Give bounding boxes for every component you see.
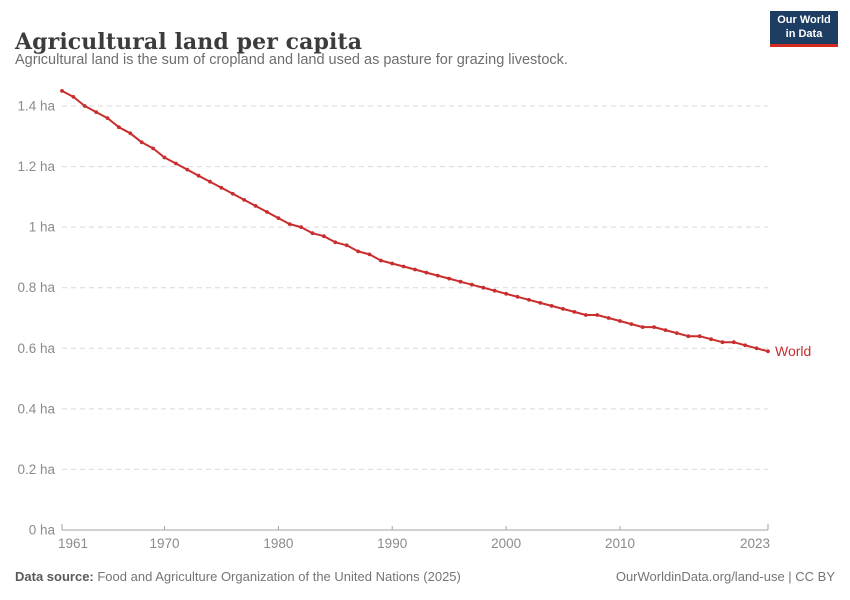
x-tick-label: 2000 [491,536,521,551]
data-source-label: Data source: [15,569,94,584]
data-point [538,301,543,305]
data-point [675,331,679,335]
data-point [299,225,303,230]
data-point [481,285,486,290]
data-point [333,240,338,245]
x-tick-label: 1970 [149,536,179,551]
y-axis-labels: 0 ha 0.2 ha 0.4 ha 0.6 ha 0.8 ha 1 ha 1.2 ha 1.… [17,99,55,538]
data-point [117,125,121,130]
data-point [697,334,702,339]
y-tick-label: 0 ha [29,523,56,538]
data-point [82,104,87,108]
data-point [265,210,269,214]
data-point [606,316,611,320]
data-source-note: Data source: Food and Agriculture Organi… [15,569,461,584]
data-point [71,95,76,99]
data-point [242,198,247,202]
data-point [367,252,372,257]
data-point [447,276,452,281]
y-tick-label: 1.2 ha [17,159,55,174]
y-tick-label: 0.2 ha [17,462,55,477]
data-point [287,222,292,227]
data-point [686,334,691,339]
data-point [731,340,736,345]
data-point [720,340,725,345]
data-point [185,167,190,172]
data-point [162,155,167,160]
data-point [378,258,383,263]
x-axis: 1961 1970 1980 1990 2000 2010 2023 [58,524,770,551]
data-point [766,349,770,354]
data-point [549,304,554,308]
data-source-text: Food and Agriculture Organization of the… [93,569,461,584]
data-point [435,273,440,278]
data-point [322,234,326,239]
y-tick-label: 0.6 ha [17,341,55,356]
data-point [424,270,429,275]
x-tick-label: 2023 [740,536,770,551]
data-point [572,310,577,314]
chart-subtitle: Agricultural land is the sum of cropland… [15,52,568,68]
owid-logo-line2: in Data [785,27,823,40]
data-point [413,267,417,272]
data-point [470,282,474,287]
owid-logo-line1: Our World [777,14,831,27]
page-title: Agricultural land per capita [15,28,363,55]
data-point [492,288,497,293]
data-point [174,161,178,166]
series-world[interactable]: World [60,89,811,359]
data-point [208,179,212,184]
data-point [401,264,406,269]
y-tick-label: 1 ha [29,220,56,235]
gridlines [62,105,768,470]
series-end-label[interactable]: World [775,343,811,359]
data-point [663,328,668,332]
data-point [504,291,508,296]
data-point [230,191,235,196]
data-point [515,294,520,299]
y-tick-label: 0.8 ha [17,280,55,295]
x-tick-label: 1961 [58,536,88,551]
data-point [527,297,531,302]
owid-logo[interactable]: Our World in Data [770,11,838,47]
y-tick-label: 1.4 ha [17,99,55,114]
data-point [629,322,634,326]
x-tick-label: 1990 [377,536,407,551]
data-point [561,307,565,311]
data-point [652,325,656,329]
y-tick-label: 0.4 ha [17,401,55,416]
data-point [219,185,224,190]
data-point [310,231,315,236]
data-point [344,243,349,248]
data-point [709,337,713,342]
x-tick-label: 1980 [263,536,293,551]
data-point [458,279,463,284]
data-point [128,131,133,136]
data-point [754,346,759,351]
data-point [60,89,64,93]
data-point [94,110,99,114]
data-point [196,173,201,178]
x-tick-label: 2010 [605,536,635,551]
data-point [595,313,600,317]
data-point [618,319,622,323]
data-point [356,249,360,254]
data-point [139,140,144,145]
series-line [61,90,769,353]
data-point [105,116,110,120]
data-point [583,313,588,317]
data-point [151,146,156,151]
data-point [253,204,258,208]
data-point [276,216,281,221]
data-point [390,261,395,266]
data-point [640,325,645,329]
credit-link[interactable]: OurWorldinData.org/land-use | CC BY [615,569,835,584]
data-point [743,343,748,348]
